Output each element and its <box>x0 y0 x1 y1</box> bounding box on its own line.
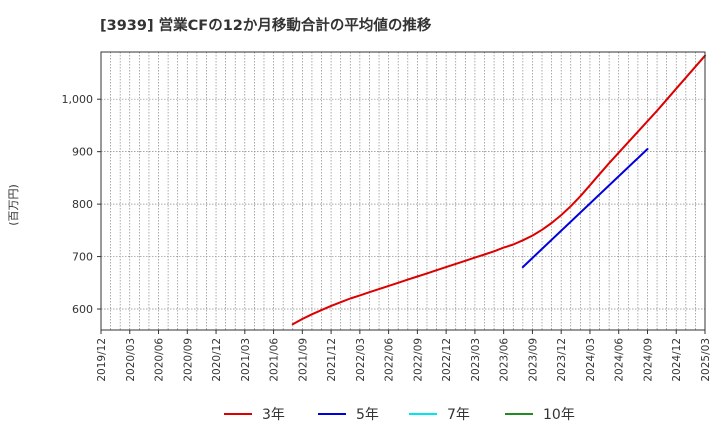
x-axis-ticks: 2019/12 2020/03 2020/06 2020/09 2020/12 2021/… <box>96 330 712 382</box>
legend-label-10年: 10年 <box>543 407 575 423</box>
x-tick-label: 2023/12 <box>556 338 568 382</box>
legend-label-7年: 7年 <box>447 407 470 423</box>
x-tick-label: 2019/12 <box>96 338 108 382</box>
x-tick-label: 2022/12 <box>441 338 453 382</box>
x-tick-label: 2022/09 <box>412 338 424 382</box>
x-tick-label: 2022/03 <box>355 338 367 382</box>
x-tick-label: 2023/09 <box>527 338 539 382</box>
x-tick-label: 2021/06 <box>269 338 281 382</box>
x-tick-label: 2021/09 <box>297 338 309 382</box>
x-tick-label: 2020/09 <box>182 338 194 382</box>
x-tick-label: 2020/03 <box>125 338 137 382</box>
y-tick-label: 900 <box>72 146 93 159</box>
x-tick-label: 2024/03 <box>585 338 597 382</box>
legend-label-3年: 3年 <box>262 407 285 423</box>
x-tick-label: 2024/09 <box>642 338 654 382</box>
y-tick-label: 800 <box>72 198 93 211</box>
x-tick-label: 2022/06 <box>384 338 396 382</box>
y-tick-label: 1,000 <box>62 93 94 106</box>
grid-lines <box>101 52 705 330</box>
x-tick-label: 2021/12 <box>326 338 338 382</box>
x-tick-label: 2020/12 <box>211 338 223 382</box>
series-line-3年 <box>291 54 706 326</box>
legend: 3年 5年 7年 10年 <box>224 407 575 423</box>
y-tick-label: 600 <box>72 303 93 316</box>
legend-label-5年: 5年 <box>356 407 379 423</box>
x-tick-label: 2024/12 <box>671 338 683 382</box>
x-tick-label: 2021/03 <box>240 338 252 382</box>
x-tick-label: 2023/06 <box>499 338 511 382</box>
y-axis-ticks: 600 700 800 900 1,000 <box>62 93 101 316</box>
x-tick-label: 2023/03 <box>470 338 482 382</box>
y-tick-label: 700 <box>72 251 93 264</box>
y-axis-label: (百万円) <box>7 184 20 226</box>
x-tick-label: 2024/06 <box>614 338 626 382</box>
x-tick-label: 2020/06 <box>154 338 166 382</box>
x-tick-label: 2025/03 <box>700 338 712 382</box>
series-line-5年 <box>521 148 649 269</box>
plot-area-frame <box>100 51 706 331</box>
chart-title: [3939] 営業CFの12か月移動合計の平均値の推移 <box>100 16 432 34</box>
series-lines <box>291 54 706 326</box>
